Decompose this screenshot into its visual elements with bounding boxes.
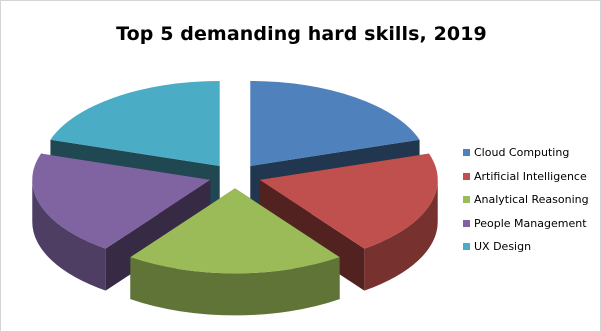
legend-item-artificial-intelligence: Artificial Intelligence <box>463 165 589 189</box>
legend-item-cloud-computing: Cloud Computing <box>463 141 589 165</box>
legend-label: UX Design <box>474 240 532 254</box>
slice-outer-wall <box>130 257 340 316</box>
slice-top-face <box>32 153 211 249</box>
slice-top-face <box>50 80 220 166</box>
legend-label: People Management <box>474 216 587 230</box>
legend-swatch <box>463 243 470 251</box>
legend-item-analytical-reasoning: Analytical Reasoning <box>463 188 589 212</box>
chart-legend: Cloud Computing Artificial Intelligence An… <box>463 141 589 259</box>
legend-swatch <box>463 196 470 204</box>
slice-outer-wall <box>364 179 438 291</box>
slice-top-face <box>259 153 438 249</box>
legend-label: Cloud Computing <box>474 146 570 160</box>
pie-slice-analytical-reasoning <box>130 188 340 316</box>
chart-title: Top 5 demanding hard skills, 2019 <box>116 23 487 45</box>
legend-swatch <box>463 172 470 180</box>
slice-outer-wall <box>32 179 106 291</box>
pie-slice-artificial-intelligence <box>259 153 438 291</box>
slice-top-face <box>130 188 340 274</box>
legend-item-ux-design: UX Design <box>463 235 589 259</box>
legend-item-people-management: People Management <box>463 212 589 236</box>
legend-swatch <box>463 219 470 227</box>
legend-swatch <box>463 149 470 157</box>
legend-label: Artificial Intelligence <box>474 169 587 183</box>
legend-label: Analytical Reasoning <box>474 193 589 207</box>
slice-top-face <box>250 80 420 166</box>
